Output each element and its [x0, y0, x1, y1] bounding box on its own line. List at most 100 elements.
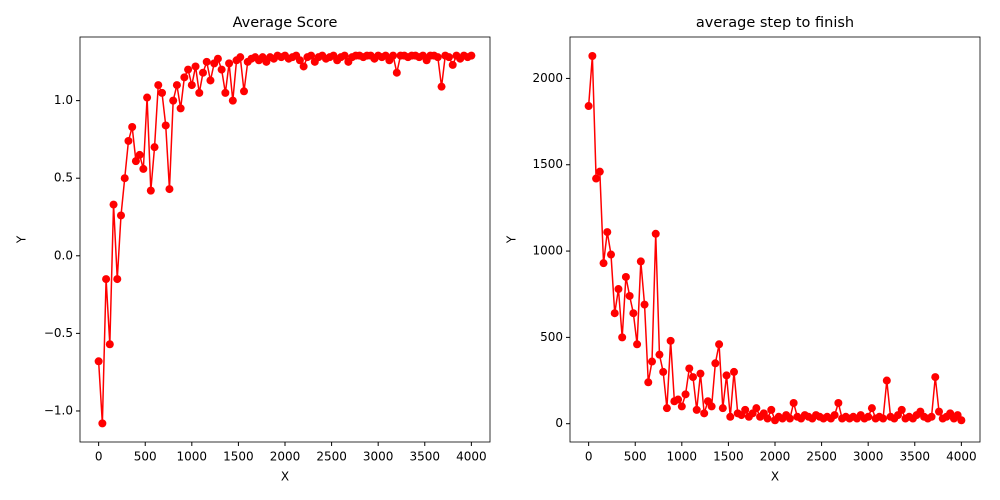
y-tick-label: 0.0 — [54, 248, 73, 262]
data-point — [633, 340, 642, 349]
data-point — [741, 405, 750, 414]
data-point — [240, 87, 248, 96]
data-point — [648, 357, 656, 366]
data-point — [618, 333, 627, 342]
data-point — [726, 412, 735, 421]
data-point — [718, 404, 727, 413]
x-tick-label: 3000 — [853, 450, 884, 464]
data-point — [603, 228, 612, 237]
data-point — [120, 174, 129, 183]
plot-frame — [569, 36, 981, 443]
data-point — [730, 367, 738, 376]
data-point — [830, 411, 839, 420]
data-point — [767, 405, 776, 414]
data-point — [217, 65, 226, 74]
data-line — [97, 53, 472, 424]
data-point — [184, 65, 193, 74]
x-tick-label: 1000 — [667, 450, 698, 464]
data-point — [588, 51, 597, 60]
data-point — [299, 62, 308, 71]
y-axis-label: Y — [15, 235, 29, 244]
y-tick-label: −1.0 — [44, 403, 73, 417]
data-point — [180, 73, 189, 82]
data-point — [135, 150, 144, 159]
data-point — [202, 57, 211, 66]
data-point — [105, 340, 114, 349]
data-point — [146, 186, 155, 195]
data-point — [629, 309, 638, 318]
data-point — [158, 88, 166, 97]
data-point — [864, 412, 873, 421]
data-point — [681, 390, 690, 399]
data-point — [199, 68, 207, 77]
x-tick-label: 2000 — [270, 450, 301, 464]
data-point — [128, 123, 137, 131]
data-point — [221, 88, 230, 97]
data-point — [685, 364, 694, 373]
x-tick-label: 500 — [134, 450, 157, 464]
data-point — [897, 405, 906, 414]
y-tick-label: 2000 — [532, 71, 563, 85]
data-point — [139, 164, 148, 173]
data-point — [94, 357, 103, 366]
data-point — [228, 96, 237, 105]
data-point — [882, 376, 891, 385]
chart-title: average step to finish — [696, 15, 854, 31]
data-point — [614, 285, 623, 294]
data-point — [752, 404, 761, 413]
data-point — [340, 51, 349, 60]
data-point — [834, 398, 843, 407]
x-tick-label: 0 — [95, 450, 103, 464]
data-point — [689, 373, 697, 382]
data-point — [433, 53, 442, 62]
data-point — [763, 414, 772, 423]
y-tick-label: 1500 — [532, 157, 563, 171]
data-point — [213, 54, 222, 63]
x-tick-label: 0 — [585, 450, 593, 464]
data-point — [692, 405, 701, 414]
data-point — [195, 88, 204, 97]
data-point — [655, 350, 664, 359]
data-point — [437, 82, 446, 91]
data-point — [700, 409, 709, 418]
data-point — [599, 259, 608, 268]
data-point — [659, 367, 668, 376]
x-tick-label: 1000 — [177, 450, 208, 464]
data-point — [102, 275, 111, 284]
x-tick-label: 2500 — [806, 450, 837, 464]
plot-frame — [79, 36, 491, 443]
data-point — [935, 407, 943, 416]
data-point — [176, 104, 185, 113]
data-point — [389, 51, 398, 60]
data-point — [931, 373, 940, 382]
data-point — [715, 340, 724, 349]
data-point — [131, 157, 140, 166]
data-point — [191, 62, 200, 71]
y-axis-label: Y — [505, 235, 519, 244]
data-point — [610, 309, 619, 318]
y-tick-label: 0.5 — [54, 171, 73, 185]
x-tick-label: 3000 — [363, 450, 394, 464]
chart-title: Average Score — [233, 15, 338, 31]
data-point — [957, 416, 966, 425]
x-tick-label: 2500 — [316, 450, 347, 464]
data-point — [448, 60, 457, 69]
x-axis-label: X — [771, 470, 779, 484]
y-tick-label: 500 — [540, 330, 563, 344]
data-point — [584, 102, 593, 111]
x-tick-label: 2000 — [760, 450, 791, 464]
data-point — [187, 81, 196, 90]
data-point — [392, 68, 401, 77]
data-point — [677, 402, 686, 411]
data-point — [927, 412, 936, 421]
data-point — [172, 81, 181, 90]
data-point — [150, 143, 159, 152]
data-point — [867, 404, 876, 413]
x-tick-label: 1500 — [223, 450, 254, 464]
data-point — [307, 51, 316, 60]
data-point — [206, 76, 215, 85]
data-point — [651, 229, 660, 238]
data-point — [165, 185, 174, 194]
data-point — [295, 56, 304, 65]
data-point — [666, 336, 675, 345]
